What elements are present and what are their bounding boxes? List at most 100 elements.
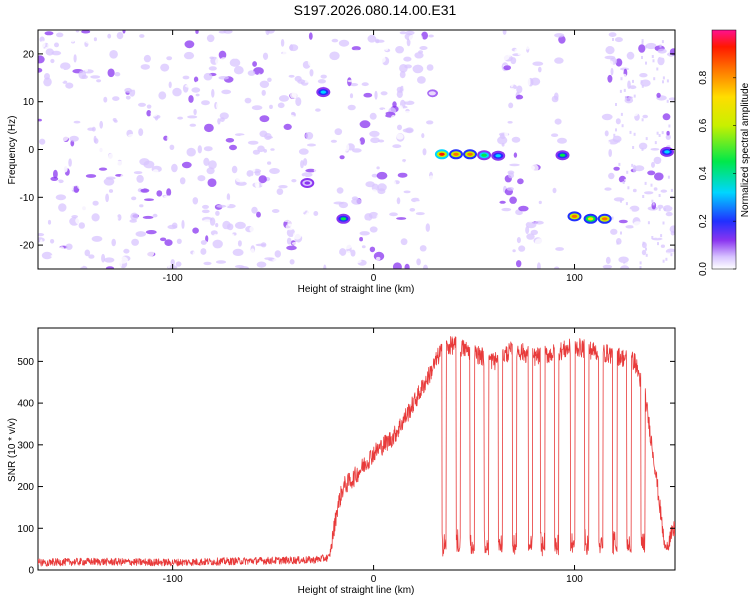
spectrogram-noise-cell-646 [84,36,94,44]
spectrogram-noise-cell-622 [653,156,662,165]
spectrogram-noise-cell-1050 [526,217,535,223]
spectrogram-stripe-cell-54 [662,221,665,225]
spectrogram-noise-cell-531 [146,104,152,109]
spectrogram-noise-cell-1117 [559,74,566,80]
spectrogram-noise-cell-487 [374,107,380,111]
spectrogram-noise-cell-748 [50,179,60,188]
spectrogram-noise-cell-977 [55,194,67,201]
spectrogram-noise-cell-1102 [257,192,269,197]
spectrogram-noise-cell-1161 [425,223,430,232]
spectrogram-stripe-cell-43 [641,41,644,45]
spectrogram-noise-cell-690 [668,97,675,101]
spectrogram-noise-cell-1007 [73,120,81,124]
spectrogram-noise-cell-621 [247,70,256,76]
spectrogram-noise-cell-403 [61,180,71,184]
spectrogram-noise-cell-808 [108,153,117,162]
spectrogram-noise-cell-1044 [553,198,561,204]
spectrogram-noise-cell-445 [369,130,380,137]
spectrogram-noise-cell-454 [290,83,297,91]
spectrogram-noise-cell-1170 [274,250,281,258]
spectrogram-noise-cell-384 [38,225,44,232]
spectrogram-noise-cell-668 [284,164,289,171]
spectrogram-noise-cell-626 [621,140,629,144]
spectrogram-noise-cell-971 [347,79,355,83]
spectrogram-noise-cell-111 [275,224,284,231]
spectrogram-noise-cell-478 [404,117,412,121]
spectrogram-noise-cell-1087 [278,95,290,102]
spectrogram-stripe-cell-74 [659,44,662,48]
spectrogram-noise-cell-1175 [654,172,664,181]
spectrogram-noise-cell-1148 [601,113,613,121]
spectrogram-noise-cell-742 [123,248,130,254]
spectrogram-noise-cell-820 [246,170,254,177]
spectrogram-noise-cell-661 [215,223,219,228]
spectrogram-noise-cell-401 [51,216,57,220]
spectrogram-noise-cell-394 [625,225,634,229]
spectrogram-noise-cell-752 [135,231,147,237]
spectrogram-noise-cell-410 [260,242,267,248]
spectrogram-feature-core-9 [571,214,578,218]
spectrogram-noise-cell-236 [361,82,369,87]
spectrogram-noise-cell-131 [152,34,160,41]
spectrogram-noise-cell-780 [286,102,290,106]
spectrogram-noise-cell-946 [510,78,514,88]
spectrogram-noise-cell-424 [141,143,150,152]
spectrogram-noise-cell-835 [507,121,513,124]
spectrogram-xtick-label-1: 0 [371,273,377,284]
spectrogram-noise-cell-596 [167,260,171,269]
spectrogram-noise-cell-1119 [344,173,356,179]
spectrogram-noise-cell-729 [156,190,163,197]
spectrogram-noise-cell-705 [160,237,167,242]
spectrogram-noise-cell-595 [219,57,228,66]
spectrogram-noise-cell-13 [65,37,71,44]
spectrogram-noise-cell-261 [538,66,542,73]
spectrogram-noise-cell-441 [359,103,369,111]
spectrogram-noise-cell-866 [374,90,378,100]
spectrogram-noise-cell-883 [216,250,222,259]
spectrogram-noise-cell-321 [257,145,265,153]
spectrogram-noise-cell-620 [234,83,241,92]
spectrogram-noise-cell-672 [604,187,612,191]
spectrogram-noise-cell-1094 [376,56,386,64]
spectrogram-noise-cell-749 [389,212,398,217]
spectrogram-noise-cell-785 [525,45,530,50]
spectrogram-noise-cell-1026 [92,200,99,206]
spectrogram-noise-cell-456 [604,130,609,137]
spectrogram-noise-cell-718 [84,92,91,101]
spectrogram-noise-cell-278 [139,34,145,38]
spectrogram-noise-cell-788 [666,130,670,136]
spectrogram-noise-cell-681 [509,196,517,204]
spectrogram-noise-cell-447 [371,97,381,106]
spectrogram-noise-cell-684 [614,37,623,43]
spectrogram-noise-cell-1127 [216,217,220,223]
spectrogram-noise-cell-1126 [313,167,323,174]
spectrogram-noise-cell-526 [522,190,527,197]
spectrogram-noise-cell-948 [659,54,669,58]
spectrogram-noise-cell-1168 [243,151,251,156]
spectrogram-noise-cell-180 [189,123,197,127]
spectrogram-noise-cell-922 [225,138,235,143]
spectrogram-stripe-cell-63 [623,88,626,92]
spectrogram-noise-cell-832 [183,51,195,60]
spectrogram-xtick-label-2: 100 [566,273,583,284]
spectrogram-noise-cell-177 [629,205,640,212]
spectrogram-noise-cell-166 [363,92,373,98]
spectrogram-noise-cell-817 [657,56,665,66]
spectrogram-noise-cell-1011 [661,87,672,95]
spectrogram-stripe-cell-17 [617,139,620,143]
spectrogram-feature-core-4 [453,152,459,156]
spectrogram-noise-cell-36 [98,167,108,171]
spectrogram-noise-cell-121 [187,192,199,197]
spectrogram-noise-cell-1090 [605,60,614,67]
spectrogram-noise-cell-393 [412,64,424,74]
spectrogram-noise-cell-1110 [408,35,415,42]
spectrogram-noise-cell-1010 [91,213,100,222]
spectrogram-noise-cell-400 [341,234,347,238]
spectrogram-noise-cell-520 [289,168,298,175]
spectrogram-noise-cell-988 [233,50,237,59]
spectrogram-noise-cell-386 [244,252,255,261]
spectrogram-noise-cell-804 [510,34,516,39]
spectrogram-noise-cell-862 [628,213,632,219]
spectrogram-noise-cell-1157 [188,60,197,69]
spectrogram-noise-cell-335 [259,80,270,89]
